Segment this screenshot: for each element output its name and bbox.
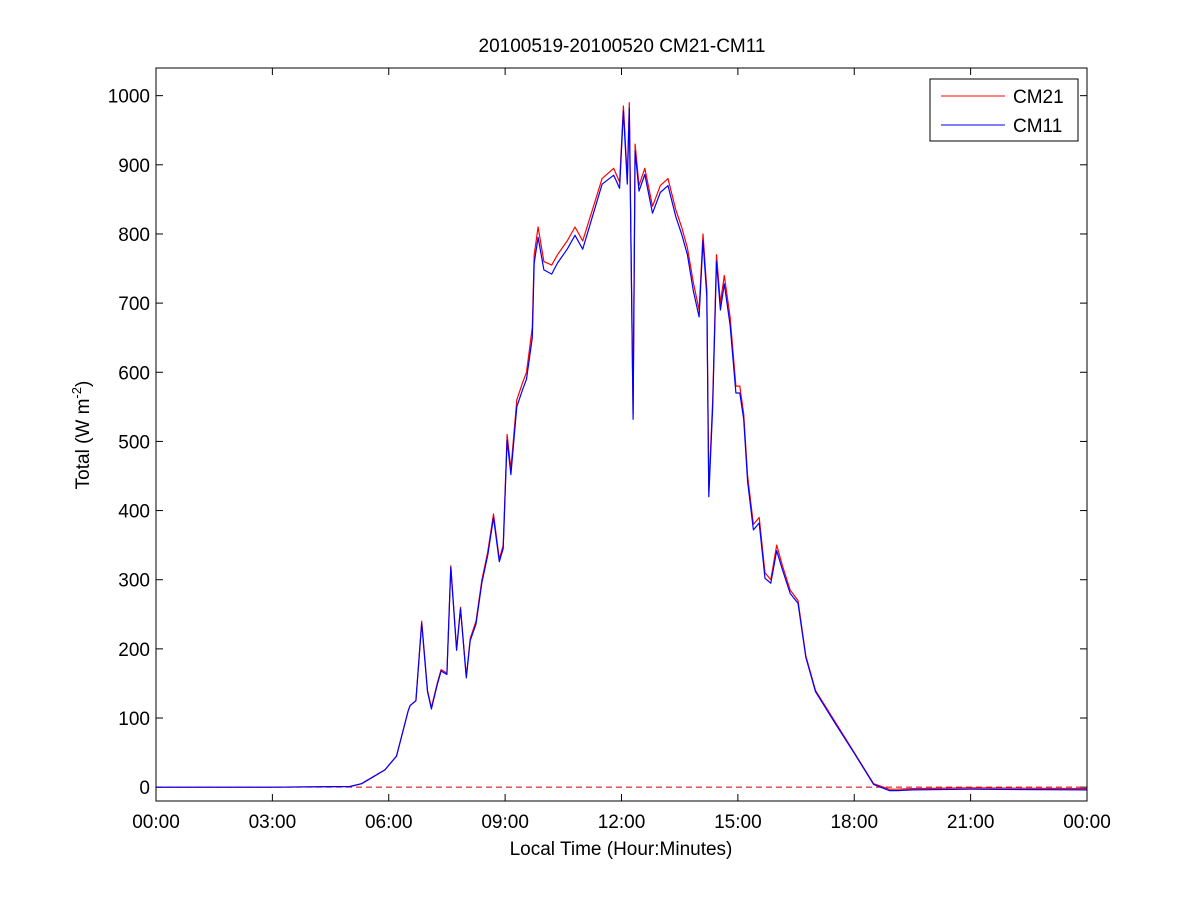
y-axis-label-superscript: -2 [69, 387, 84, 399]
y-tick-label: 600 [118, 363, 150, 384]
x-tick-label: 00:00 [132, 812, 180, 833]
x-tick-label: 09:00 [481, 812, 529, 833]
plot-area [156, 68, 1087, 801]
y-tick-label: 900 [118, 156, 150, 177]
y-tick-label: 400 [118, 502, 150, 523]
x-axis-label: Local Time (Hour:Minutes) [510, 839, 733, 860]
chart-title: 20100519-20100520 CM21-CM11 [479, 36, 766, 57]
y-tick-label: 1000 [108, 87, 150, 108]
y-axis-label-close: ) [73, 381, 94, 387]
legend: CM21 CM11 [929, 78, 1079, 142]
series-lines [156, 101, 1088, 792]
y-tick-label: 800 [118, 225, 150, 246]
x-tick-label: 12:00 [598, 812, 646, 833]
y-tick-label: 700 [118, 294, 150, 315]
series-line-cm11 [156, 107, 1088, 792]
y-tick-label: 0 [139, 778, 150, 799]
legend-label-cm11: CM11 [1013, 116, 1062, 137]
x-tick-label: 18:00 [830, 812, 878, 833]
x-tick-label: 06:00 [365, 812, 413, 833]
x-tick-label: 21:00 [947, 812, 995, 833]
y-axis-label-main: Total (W m [73, 399, 94, 490]
legend-box [929, 78, 1079, 142]
plot-frame [155, 67, 1088, 802]
x-axis-ticks: 00:00 03:00 06:00 09:00 12:00 15:00 18:00 21:00… [132, 68, 1111, 833]
y-tick-label: 200 [118, 640, 150, 661]
y-tick-label: 100 [118, 709, 150, 730]
x-tick-label: 03:00 [249, 812, 297, 833]
y-axis-label: Total (W m-2) [69, 381, 94, 490]
y-tick-label: 300 [118, 571, 150, 592]
x-tick-label: 15:00 [714, 812, 762, 833]
y-axis-ticks: 0 100 200 300 400 500 600 700 800 900 1000 [108, 87, 1087, 799]
y-tick-label: 500 [118, 432, 150, 453]
legend-label-cm21: CM21 [1013, 87, 1064, 108]
x-tick-label: 00:00 [1063, 812, 1111, 833]
